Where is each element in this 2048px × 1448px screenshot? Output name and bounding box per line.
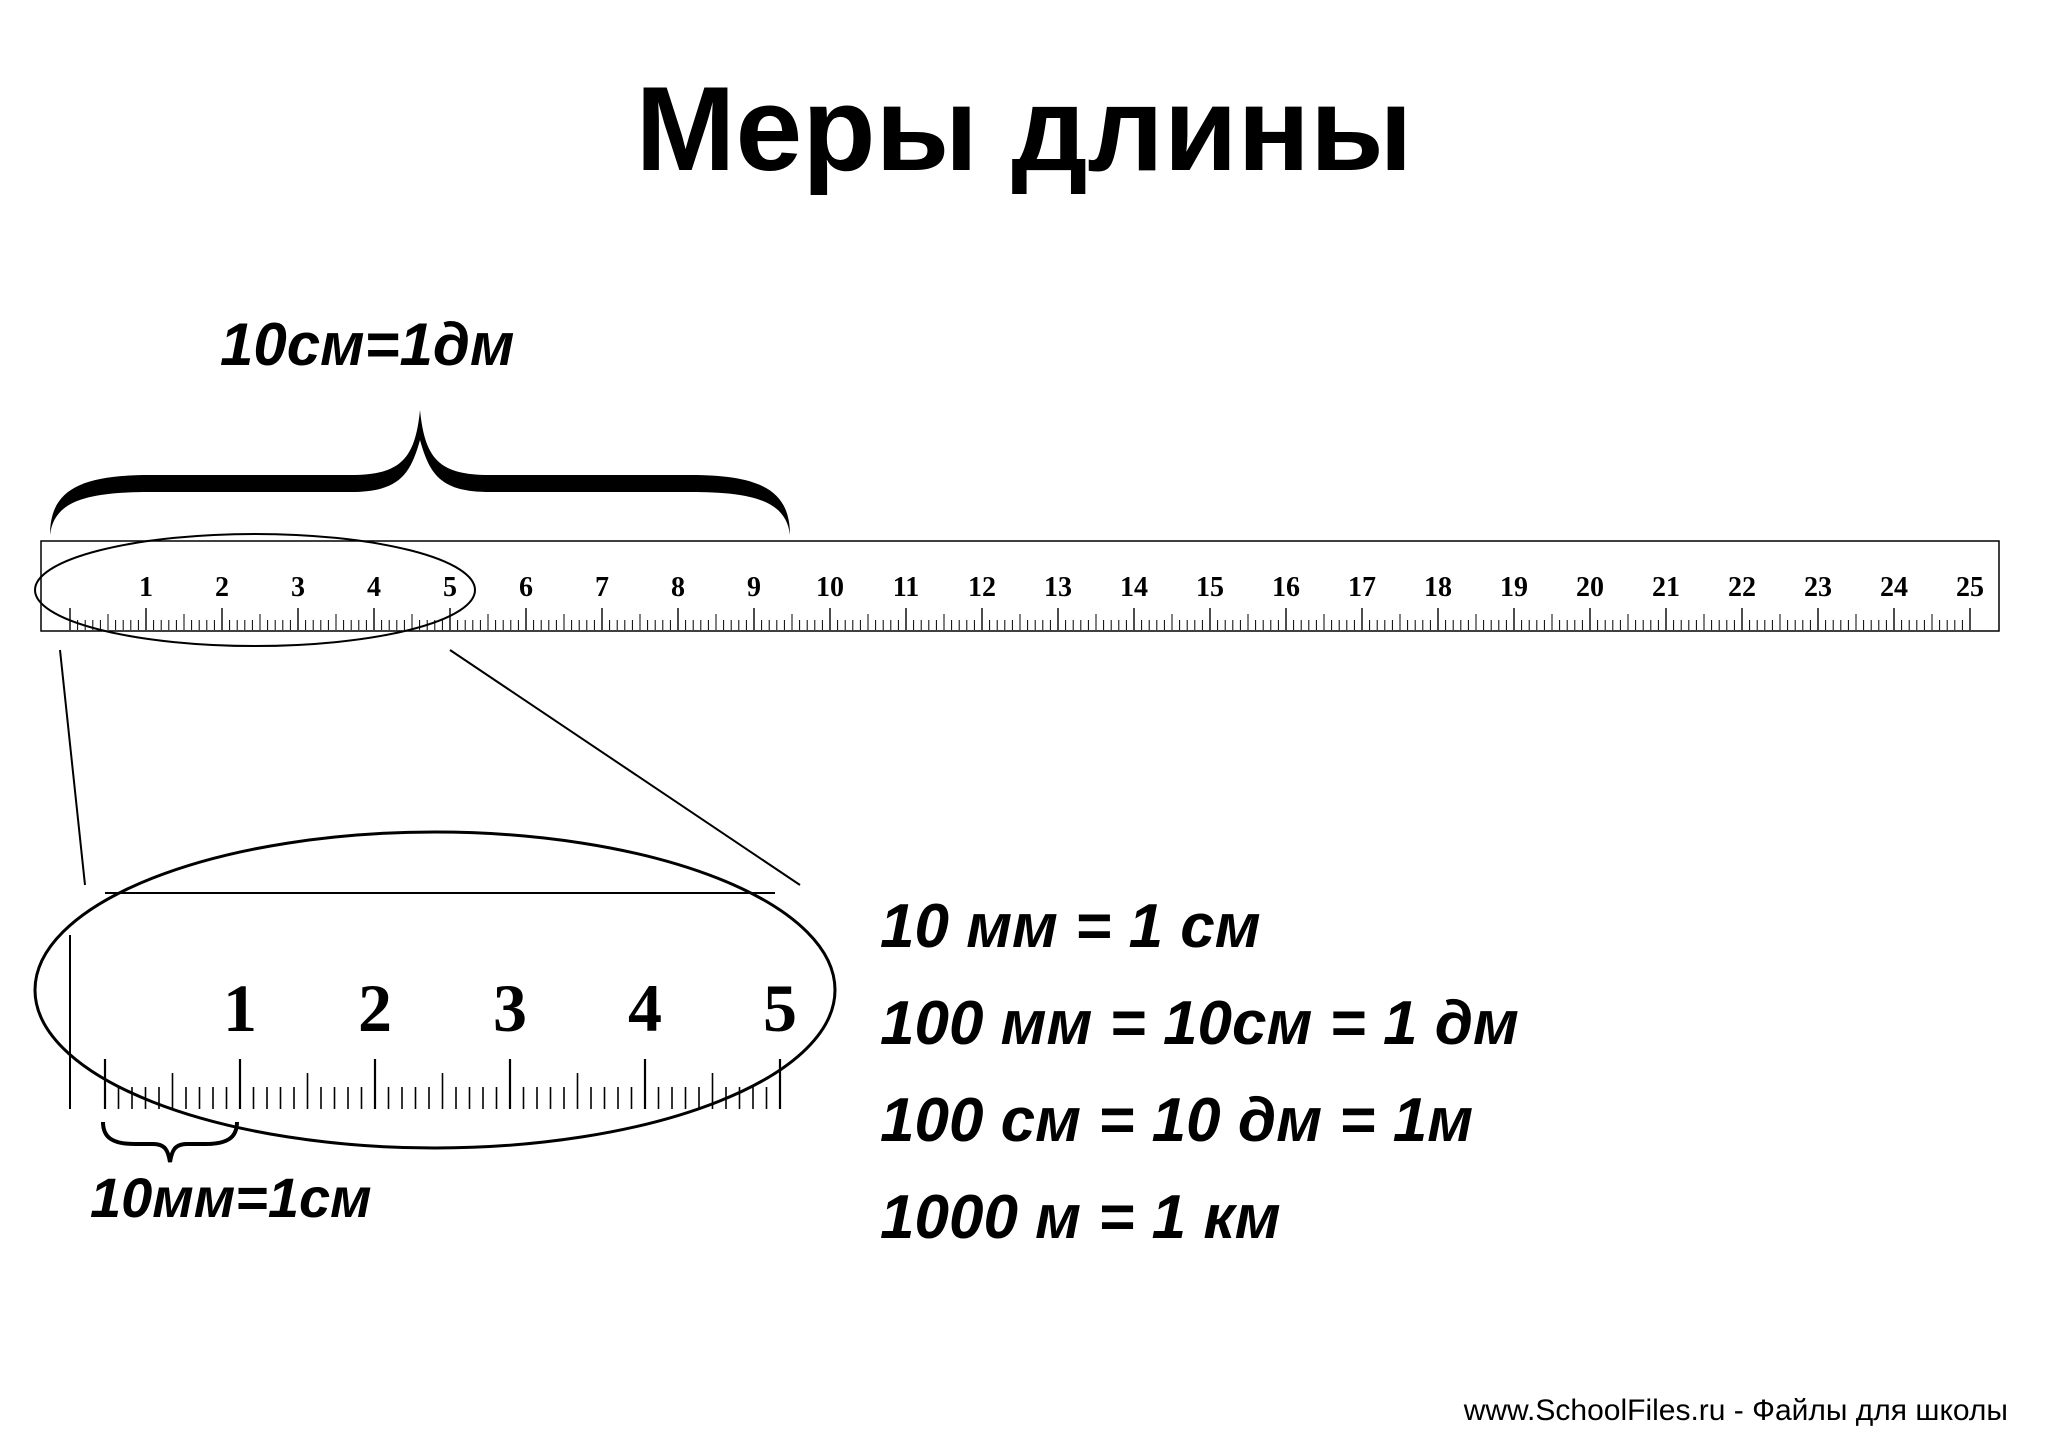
- svg-text:15: 15: [1196, 572, 1224, 603]
- footer-text: www.SchoolFiles.ru - Файлы для школы: [1464, 1394, 2008, 1428]
- conversion-row: 100 мм = 10см = 1 дм: [880, 977, 1519, 1070]
- svg-text:12: 12: [968, 572, 996, 603]
- svg-text:10: 10: [816, 572, 844, 603]
- svg-text:22: 22: [1728, 572, 1756, 603]
- svg-text:7: 7: [595, 572, 609, 603]
- page-title: Меры длины: [0, 60, 2048, 198]
- svg-text:11: 11: [893, 572, 919, 603]
- svg-text:21: 21: [1652, 572, 1680, 603]
- svg-text:1: 1: [223, 970, 257, 1046]
- svg-text:2: 2: [358, 970, 392, 1046]
- brace-small-label: 10мм=1см: [90, 1165, 372, 1230]
- svg-text:20: 20: [1576, 572, 1604, 603]
- svg-text:8: 8: [671, 572, 685, 603]
- svg-text:14: 14: [1120, 572, 1148, 603]
- brace-top-label: 10см=1дм: [220, 310, 514, 379]
- svg-text:5: 5: [763, 970, 797, 1046]
- svg-text:13: 13: [1044, 572, 1072, 603]
- conversion-row: 10 мм = 1 см: [880, 880, 1519, 973]
- svg-text:4: 4: [628, 970, 662, 1046]
- svg-text:25: 25: [1956, 572, 1984, 603]
- svg-text:17: 17: [1348, 572, 1376, 603]
- svg-text:16: 16: [1272, 572, 1300, 603]
- svg-text:23: 23: [1804, 572, 1832, 603]
- brace-top-icon: [40, 380, 800, 545]
- svg-text:6: 6: [519, 572, 533, 603]
- svg-text:9: 9: [747, 572, 761, 603]
- ruler-zoom: 1 2 3 4 5: [65, 885, 805, 1120]
- conversion-row: 1000 м = 1 км: [880, 1171, 1519, 1264]
- conversion-row: 100 см = 10 дм = 1м: [880, 1074, 1519, 1167]
- svg-text:3: 3: [493, 970, 527, 1046]
- conversions-list: 10 мм = 1 см 100 мм = 10см = 1 дм 100 см…: [880, 880, 1519, 1268]
- svg-text:18: 18: [1424, 572, 1452, 603]
- svg-text:24: 24: [1880, 572, 1908, 603]
- svg-text:19: 19: [1500, 572, 1528, 603]
